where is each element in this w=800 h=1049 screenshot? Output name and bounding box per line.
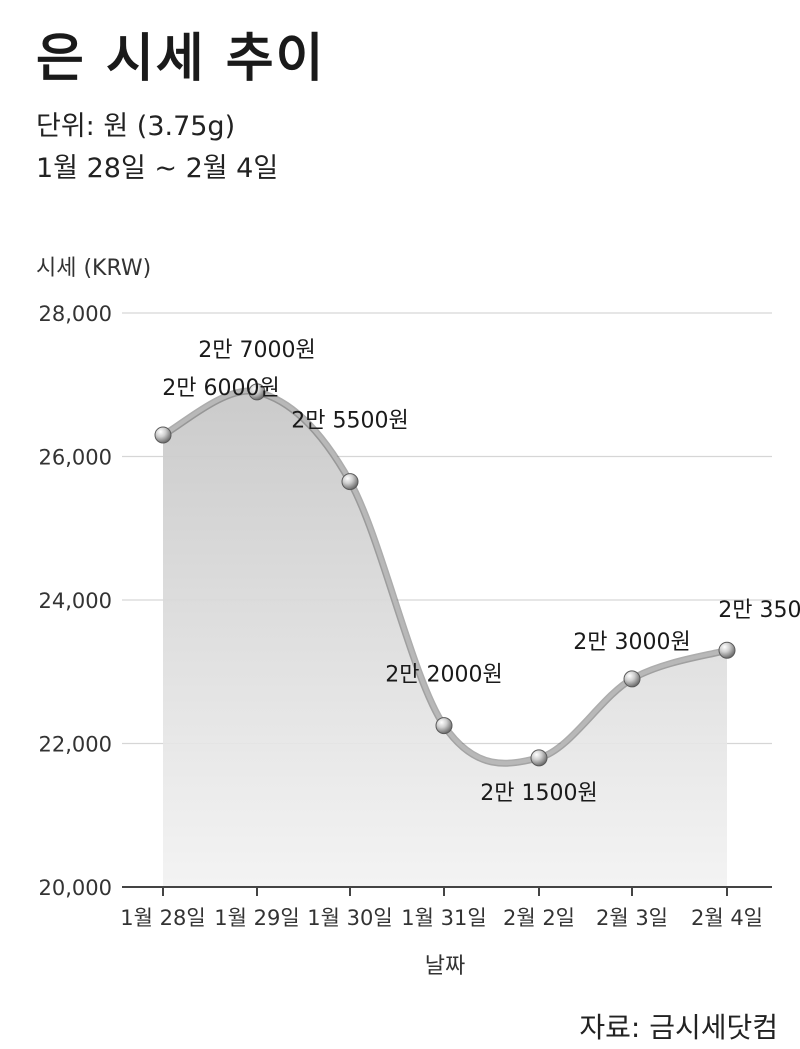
period-subtitle: 1월 28일 ~ 2월 4일 <box>36 153 279 184</box>
x-tick-label: 1월 29일 <box>214 906 299 930</box>
data-label: 2만 2000원 <box>385 663 502 688</box>
data-point <box>341 473 359 491</box>
y-tick-label: 24,000 <box>39 589 112 613</box>
y-tick-label: 20,000 <box>39 876 112 900</box>
x-tick-label: 1월 31일 <box>401 906 486 930</box>
data-point <box>623 670 641 688</box>
data-label: 2만 7000원 <box>198 338 315 363</box>
source-note: 자료: 금시세닷컴 <box>579 1011 778 1044</box>
area-fill <box>163 391 727 887</box>
data-label: 2만 1500원 <box>480 781 597 806</box>
y-axis-title: 시세 (KRW) <box>36 256 151 281</box>
y-tick-label: 28,000 <box>39 302 112 326</box>
data-point <box>435 717 453 735</box>
data-label: 2만 5500원 <box>291 409 408 434</box>
data-label: 2만 6000원 <box>162 376 279 401</box>
x-tick-label: 2월 2일 <box>503 906 575 930</box>
y-tick-label: 22,000 <box>39 733 112 757</box>
data-point <box>530 749 548 767</box>
x-tick-label: 1월 30일 <box>307 906 392 930</box>
data-label: 2만 3000원 <box>573 630 690 655</box>
x-tick-label: 2월 3일 <box>596 906 668 930</box>
x-tick-label: 2월 4일 <box>691 906 763 930</box>
y-tick-label: 26,000 <box>39 446 112 470</box>
data-label: 2만 3500원 <box>718 598 800 623</box>
data-point <box>248 383 266 401</box>
data-point <box>154 426 172 444</box>
unit-subtitle: 단위: 원 (3.75g) <box>36 111 236 142</box>
x-tick-label: 1월 28일 <box>120 906 205 930</box>
data-point <box>718 641 736 659</box>
chart-title: 은 시세 추이 <box>36 29 326 89</box>
x-axis-title: 날짜 <box>425 954 465 979</box>
